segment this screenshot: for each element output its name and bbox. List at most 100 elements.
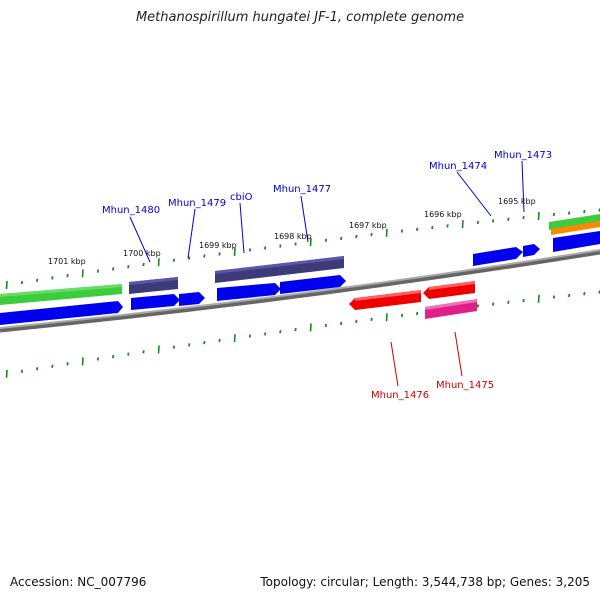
gene-label-mhun-1477[interactable]: Mhun_1477 bbox=[273, 184, 331, 195]
inner-tick bbox=[583, 292, 586, 296]
outer-tick bbox=[51, 276, 54, 280]
inner-tick bbox=[142, 350, 145, 354]
inner-tick bbox=[203, 341, 206, 345]
outer-tick bbox=[172, 258, 176, 262]
outer-tick bbox=[279, 244, 282, 248]
outer-tick bbox=[522, 216, 525, 220]
gene-arrow-right-edge[interactable] bbox=[553, 231, 600, 252]
kbp-label-1695: 1695 kbp bbox=[498, 197, 536, 206]
gene-bar-mhun-1480-dark[interactable] bbox=[129, 277, 178, 294]
gene-arrow-cbio[interactable] bbox=[217, 283, 281, 301]
outer-tick bbox=[142, 262, 145, 267]
inner-tick bbox=[324, 323, 328, 328]
outer-tick bbox=[20, 280, 24, 285]
outer-tick bbox=[127, 265, 130, 269]
gene-arrow-mhun-1474[interactable] bbox=[473, 247, 523, 266]
inner-tick bbox=[507, 300, 510, 304]
orange-feature-right[interactable] bbox=[551, 221, 600, 235]
gene-label-cbio[interactable]: cbiO bbox=[230, 192, 253, 203]
gene-arrow-mhun-1480[interactable] bbox=[131, 294, 180, 310]
outer-tick bbox=[96, 269, 100, 273]
gene-arrow-mhun-1477[interactable] bbox=[280, 275, 346, 294]
inner-tick bbox=[522, 298, 525, 303]
gene-arrow-left-long[interactable] bbox=[0, 301, 123, 325]
inner-tick bbox=[96, 357, 100, 361]
inner-tick bbox=[294, 327, 297, 332]
outer-tick bbox=[157, 258, 160, 267]
inner-tick bbox=[385, 313, 388, 322]
outer-tick bbox=[248, 248, 252, 252]
outer-tick bbox=[537, 212, 540, 221]
inner-tick bbox=[66, 362, 69, 366]
outer-tick bbox=[461, 220, 464, 229]
outer-tick bbox=[112, 267, 115, 271]
gene-label-mhun-1475[interactable]: Mhun_1475 bbox=[436, 380, 494, 391]
gene-arrow-mhun-1473[interactable] bbox=[523, 244, 540, 257]
genome-summary-text: Topology: circular; Length: 3,544,738 bp… bbox=[260, 575, 590, 589]
inner-tick bbox=[370, 317, 373, 321]
gene-bar-mhun-1475-pink[interactable] bbox=[425, 299, 477, 319]
gene-label-mhun-1474[interactable]: Mhun_1474 bbox=[429, 161, 487, 172]
inner-tick bbox=[188, 343, 191, 347]
kbp-label-1701: 1701 kbp bbox=[48, 257, 86, 266]
inner-tick bbox=[157, 345, 160, 354]
kbp-label-1700: 1700 kbp bbox=[123, 249, 161, 258]
outer-tick bbox=[552, 212, 556, 217]
gene-label-mhun-1473[interactable]: Mhun_1473 bbox=[494, 150, 552, 161]
inner-tick bbox=[476, 304, 480, 308]
gene-bar-cbio-mhun-1477-dark[interactable] bbox=[215, 256, 344, 283]
outer-tick bbox=[385, 228, 388, 237]
map-title: Methanospirillum hungatei JF-1, complete… bbox=[135, 10, 465, 25]
inner-tick bbox=[233, 334, 236, 343]
inner-tick bbox=[112, 354, 115, 359]
inner-tick bbox=[81, 357, 84, 366]
label-leaders bbox=[129, 160, 525, 387]
outer-tick bbox=[416, 227, 419, 231]
inner-tick bbox=[127, 352, 130, 356]
green-feature-left[interactable] bbox=[0, 284, 122, 305]
outer-tick bbox=[66, 273, 69, 278]
accession-text: Accession: NC_007796 bbox=[10, 575, 147, 589]
gene-label-mhun-1479[interactable]: Mhun_1479 bbox=[168, 198, 226, 209]
outer-tick bbox=[492, 219, 495, 223]
gene-arrow-mhun-1476[interactable] bbox=[349, 290, 421, 310]
outer-tick bbox=[340, 236, 343, 240]
outer-tick bbox=[583, 209, 586, 214]
outer-tick bbox=[309, 238, 312, 247]
inner-tick bbox=[264, 332, 267, 336]
inner-tick bbox=[552, 295, 556, 299]
inner-tick bbox=[279, 330, 282, 334]
inner-tick bbox=[537, 294, 540, 303]
genome-backbone bbox=[0, 249, 600, 333]
kbp-label-1696: 1696 kbp bbox=[424, 210, 462, 219]
kbp-label-1697: 1697 kbp bbox=[349, 221, 387, 230]
outer-tick bbox=[36, 278, 39, 282]
outer-tick bbox=[370, 233, 373, 237]
gene-arrow-mhun-1475[interactable] bbox=[423, 281, 475, 299]
kbp-label-1699: 1699 kbp bbox=[199, 241, 237, 250]
inner-tick bbox=[416, 311, 419, 316]
outer-tick bbox=[476, 220, 480, 225]
inner-tick bbox=[248, 334, 252, 338]
gene-label-mhun-1476[interactable]: Mhun_1476 bbox=[371, 390, 429, 401]
outer-tick bbox=[355, 234, 358, 239]
inner-tick bbox=[340, 321, 343, 326]
kbp-label-1698: 1698 kbp bbox=[274, 232, 312, 241]
outer-tick bbox=[568, 211, 571, 215]
inner-tick bbox=[20, 369, 24, 373]
inner-tick bbox=[5, 369, 8, 378]
inner-tick bbox=[400, 313, 404, 318]
inner-tick bbox=[51, 364, 54, 368]
outer-tick bbox=[5, 280, 8, 289]
gene-label-mhun-1480[interactable]: Mhun_1480 bbox=[102, 205, 160, 216]
green-feature-right[interactable] bbox=[549, 214, 600, 230]
inner-tick bbox=[36, 367, 39, 371]
inner-tick bbox=[309, 323, 312, 332]
outer-tick bbox=[431, 225, 434, 230]
gene-arrow-mhun-1479[interactable] bbox=[179, 292, 205, 306]
inner-tick bbox=[568, 293, 571, 298]
outer-tick bbox=[188, 256, 191, 260]
inner-tick bbox=[218, 338, 221, 343]
outer-tick bbox=[81, 269, 84, 278]
